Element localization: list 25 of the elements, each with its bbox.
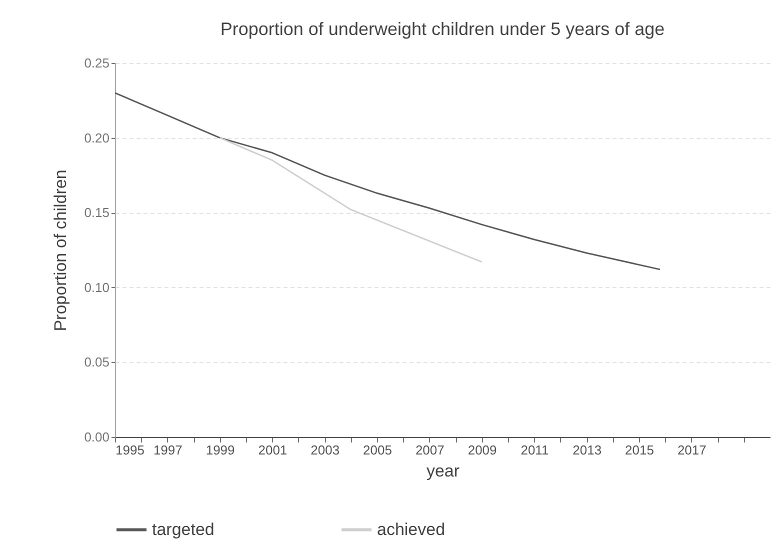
y-tick-label: 0.00 — [84, 430, 110, 444]
x-tick-label: 2001 — [258, 442, 288, 458]
legend-label: achieved — [377, 520, 446, 539]
x-tick-label: 1997 — [153, 442, 182, 458]
chart-title: Proportion of underweight children under 5 years of age — [220, 19, 665, 39]
x-tick-label: 2003 — [310, 442, 340, 458]
y-tick-label: 0.05 — [84, 354, 110, 370]
x-axis-title: year — [426, 462, 460, 480]
y-tick-label: 0.20 — [84, 130, 110, 146]
line-series — [219, 137, 483, 263]
x-tick-label: 2005 — [363, 442, 392, 458]
x-tick-label: 2015 — [625, 442, 654, 458]
legend-label: targeted — [152, 520, 214, 539]
x-tick-label: 2013 — [572, 442, 602, 458]
line-series — [115, 92, 661, 270]
y-axis-title: Proportion of children — [51, 170, 70, 332]
x-tick-label: 2017 — [677, 442, 706, 458]
y-tick-label: 0.10 — [84, 280, 110, 295]
y-tick-label: 0.15 — [84, 205, 110, 220]
x-tick-label: 2011 — [520, 442, 549, 458]
x-tick-label: 1999 — [206, 442, 235, 458]
x-tick-label: 1995 — [116, 442, 144, 458]
y-tick-label: 0.25 — [84, 56, 110, 70]
x-tick-label: 2007 — [415, 442, 444, 458]
x-tick-label: 2009 — [468, 442, 497, 458]
